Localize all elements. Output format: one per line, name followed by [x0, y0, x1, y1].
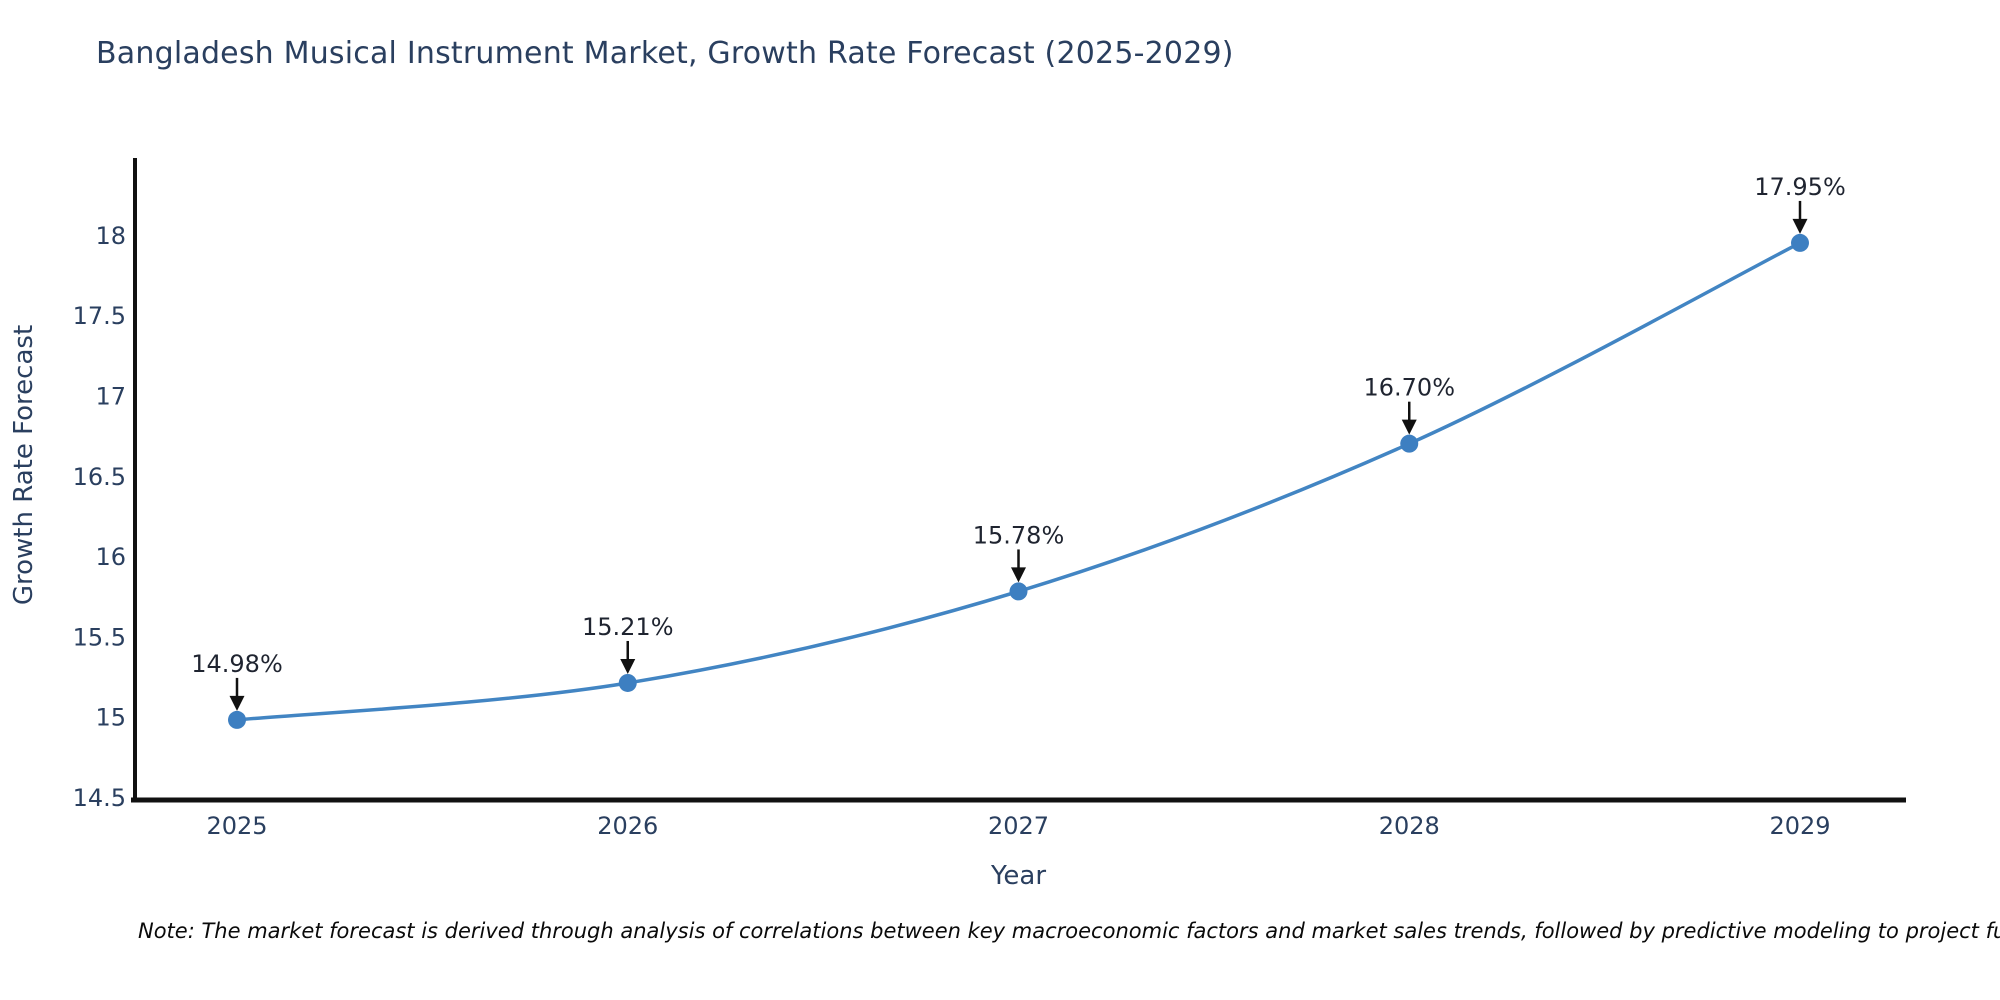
- series-line: [235, 241, 1802, 722]
- y-tick-label: 16: [95, 543, 126, 571]
- point-value-label: 15.21%: [582, 613, 674, 641]
- annotation-arrow-head: [1011, 567, 1026, 583]
- x-tick-label: 2028: [1379, 812, 1440, 840]
- annotation-arrow-head: [1792, 218, 1808, 234]
- y-tick-label: 17: [95, 383, 126, 411]
- x-tick-label: 2029: [1769, 812, 1830, 840]
- y-tick-label: 17.5: [73, 302, 126, 330]
- chart-title: Bangladesh Musical Instrument Market, Gr…: [96, 36, 1234, 71]
- point-value-label: 14.98%: [191, 650, 283, 678]
- data-point-marker[interactable]: [1009, 582, 1028, 601]
- y-tick-label: 15: [95, 704, 126, 732]
- data-point-marker[interactable]: [228, 710, 246, 729]
- y-axis-title: Growth Rate Forecast: [9, 325, 39, 605]
- x-tick-label: 2026: [597, 812, 658, 840]
- annotation-arrow-head: [620, 658, 636, 674]
- x-axis-title: Year: [990, 861, 1046, 891]
- point-value-label: 17.95%: [1754, 173, 1846, 201]
- point-value-label: 16.70%: [1363, 374, 1455, 402]
- annotation-arrow-head: [1401, 419, 1417, 435]
- data-point-marker[interactable]: [1791, 233, 1809, 252]
- y-tick-label: 15.5: [73, 623, 126, 651]
- data-point-marker[interactable]: [1400, 434, 1419, 453]
- footnote: Note: The market forecast is derived thr…: [138, 919, 2000, 943]
- data-point-marker[interactable]: [618, 673, 637, 692]
- annotation-arrow-head: [229, 695, 245, 711]
- point-value-label: 15.78%: [973, 521, 1065, 549]
- y-tick-label: 16.5: [73, 463, 126, 491]
- x-tick-label: 2027: [988, 812, 1049, 840]
- y-tick-label: 18: [95, 222, 126, 250]
- x-tick-label: 2025: [206, 812, 267, 840]
- y-tick-label: 14.5: [73, 784, 126, 812]
